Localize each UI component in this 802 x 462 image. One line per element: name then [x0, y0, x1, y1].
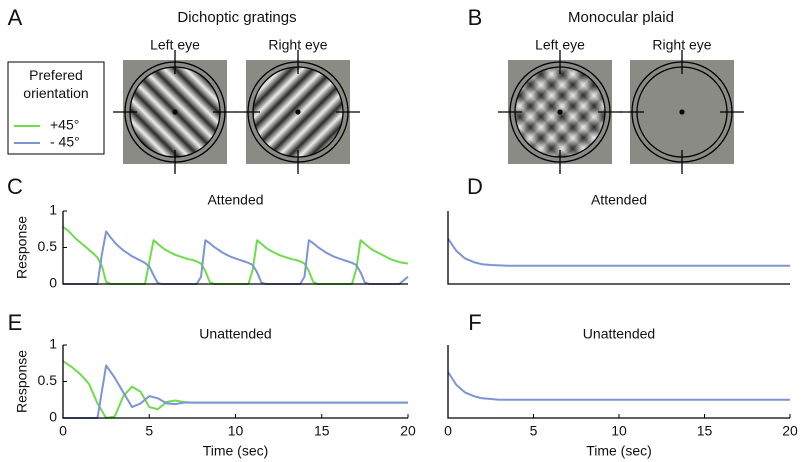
x-tick-label: 15 — [314, 423, 330, 439]
fixation-dot — [172, 109, 178, 115]
panel-label: C — [7, 174, 23, 199]
stimulus-title: Monocular plaid — [568, 9, 674, 26]
legend: +45°- 45° — [14, 117, 80, 150]
x-tick-label: 0 — [444, 423, 452, 439]
x-tick-label: 20 — [782, 423, 798, 439]
y-tick-label: 1 — [49, 202, 57, 218]
stimulus-title: Dichoptic gratings — [177, 9, 296, 26]
fixation-dot — [295, 109, 301, 115]
y-tick-label: 0 — [49, 409, 57, 425]
y-tick-label: 0.5 — [38, 238, 58, 254]
x-axis-label: Time (sec) — [203, 443, 269, 459]
x-tick-label: 5 — [145, 423, 153, 439]
series-line — [62, 226, 409, 285]
x-tick-label: 10 — [611, 423, 627, 439]
panel-label: D — [467, 174, 483, 199]
x-tick-label: 20 — [400, 423, 416, 439]
legend-label: +45° — [50, 117, 79, 133]
series-line — [63, 364, 408, 419]
axis — [447, 211, 790, 285]
legend-title: Prefered orientation — [23, 67, 89, 101]
series-line — [447, 371, 790, 401]
series-line — [62, 360, 408, 419]
y-axis-label: Response — [14, 350, 30, 413]
eye-label: Left eye — [535, 37, 585, 53]
y-tick-label: 0.5 — [38, 372, 58, 388]
legend-box — [7, 61, 105, 155]
fixation-dot — [557, 109, 563, 115]
panel-label: A — [8, 5, 23, 30]
series-line — [447, 238, 790, 267]
x-tick-label: 15 — [697, 423, 713, 439]
legend-label: - 45° — [50, 134, 80, 150]
axis — [447, 345, 790, 419]
panel-label: E — [8, 310, 23, 335]
axis — [62, 345, 408, 419]
x-tick-label: 5 — [530, 423, 538, 439]
axis — [62, 211, 408, 285]
chart-title: Unattended — [583, 326, 655, 342]
chart-title: Attended — [591, 192, 647, 208]
fixation-dot — [679, 109, 685, 115]
y-tick-label: 1 — [49, 336, 57, 352]
chart-title: Attended — [207, 192, 263, 208]
eye-label: Left eye — [150, 37, 200, 53]
x-tick-label: 0 — [59, 423, 67, 439]
chart-title: Unattended — [199, 326, 271, 342]
panel-label: F — [468, 310, 481, 335]
series-line — [63, 230, 409, 285]
eye-label: Right eye — [652, 37, 711, 53]
y-tick-label: 0 — [49, 275, 57, 291]
y-axis-label: Response — [14, 216, 30, 279]
eye-label: Right eye — [268, 37, 327, 53]
x-axis-label: Time (sec) — [586, 443, 652, 459]
stimuli — [113, 50, 744, 174]
x-tick-label: 10 — [228, 423, 244, 439]
panel-label: B — [468, 5, 483, 30]
